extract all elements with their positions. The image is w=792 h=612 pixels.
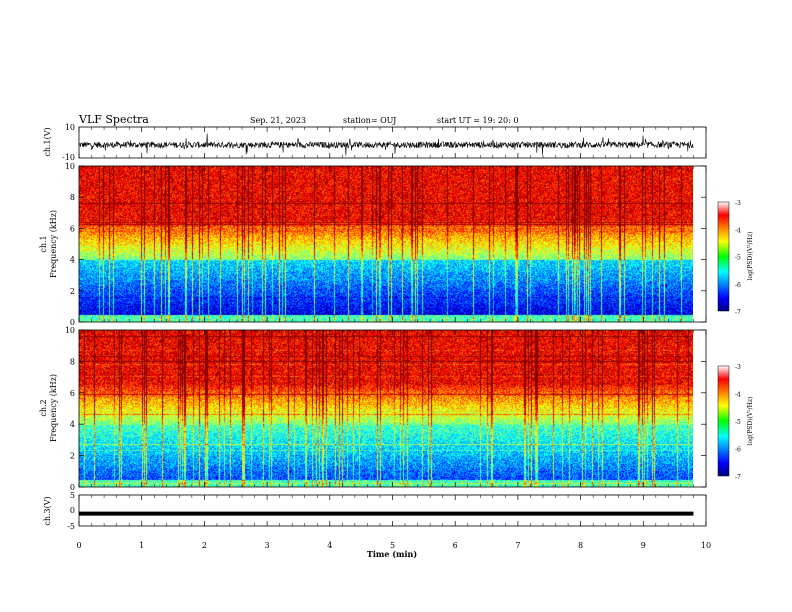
- ch1-spectrogram-ylabel: Frequency (kHz): [49, 210, 58, 278]
- x-tick-label: 7: [515, 541, 520, 550]
- y-tick-label: 2: [70, 287, 75, 296]
- y-tick-label: 0: [70, 483, 75, 492]
- colorbar-tick-label: -7: [735, 309, 741, 316]
- station-label: station= OUJ: [343, 116, 396, 125]
- ch1-ytick-bottom: -10: [62, 153, 75, 162]
- x-tick-label: 0: [76, 541, 81, 550]
- y-tick-label: 4: [70, 256, 75, 265]
- colorbar-tick-label: -4: [735, 227, 741, 234]
- colorbar-tick-label: -3: [735, 200, 741, 207]
- ch1-waveform-line: [78, 133, 694, 156]
- ch3-ytick-mid: 0: [70, 506, 75, 515]
- colorbar-tick-label: -3: [735, 364, 741, 371]
- ch1-spectrogram-channel-label: ch.1: [39, 235, 48, 252]
- y-tick-label: 2: [70, 452, 75, 461]
- y-tick-label: 10: [65, 162, 75, 171]
- y-tick-label: 6: [70, 389, 75, 398]
- date-label: Sep. 21, 2023: [250, 116, 306, 125]
- colorbar-tick-label: -6: [735, 282, 741, 289]
- ch1-spectrogram-yticks: 0 2 4 6 8 10: [65, 162, 706, 327]
- ch1-spectrogram-image: [79, 166, 693, 322]
- x-tick-label: 2: [202, 541, 207, 550]
- time-axis-label: Time (min): [367, 549, 417, 559]
- ch2-colorbar-ticks: -3 -4 -5 -6 -7: [735, 364, 741, 481]
- y-tick-label: 8: [70, 357, 75, 366]
- x-tick-label: 6: [453, 541, 458, 550]
- ch3-ytick-bottom: -5: [67, 522, 75, 531]
- ch2-colorbar: [717, 365, 730, 477]
- start-ut-label: start UT = 19: 20: 0: [437, 116, 518, 125]
- ch3-ytick-top: 5: [70, 491, 75, 500]
- y-tick-label: 4: [70, 420, 75, 429]
- ch2-spectrogram-image: [79, 330, 693, 487]
- ch1-waveform-panel: 10 -10 ch.1(V): [43, 123, 707, 162]
- time-axis-ticks: 0 1 2 3 4 5 6 7 8 9 10: [76, 127, 711, 550]
- ch1-colorbar-label: log(PSD)(V²/Hz): [747, 232, 754, 281]
- y-tick-label: 10: [65, 326, 75, 335]
- ch3-waveform-ylabel: ch.3(V): [43, 496, 52, 525]
- ch1-waveform-ylabel: ch.1(V): [43, 127, 52, 156]
- x-tick-label: 8: [578, 541, 583, 550]
- ch2-colorbar-label: log(PSD)(V²/Hz): [747, 397, 754, 446]
- x-tick-label: 5: [390, 541, 395, 550]
- x-tick-label: 9: [641, 541, 646, 550]
- ch1-colorbar: [717, 201, 730, 312]
- ch1-colorbar-ticks: -3 -4 -5 -6 -7: [735, 200, 741, 316]
- y-tick-label: 8: [70, 193, 75, 202]
- colorbar-tick-label: -6: [735, 447, 741, 454]
- colorbar-tick-label: -4: [735, 392, 741, 399]
- colorbar-tick-label: -7: [735, 474, 741, 481]
- y-tick-label: 6: [70, 224, 75, 233]
- colorbar-tick-label: -5: [735, 255, 741, 262]
- colorbar-tick-label: -5: [735, 419, 741, 426]
- x-tick-label: 4: [327, 541, 332, 550]
- figure-title: VLF Spectra: [78, 113, 149, 126]
- x-tick-label: 1: [139, 541, 144, 550]
- ch2-spectrogram-channel-label: ch.2: [39, 399, 48, 416]
- ch1-ytick-top: 10: [65, 123, 75, 132]
- ch2-spectrogram-yticks: 0 2 4 6 8 10: [65, 326, 706, 492]
- ch2-spectrogram-ylabel: Frequency (kHz): [49, 374, 58, 442]
- y-tick-label: 0: [70, 318, 75, 327]
- x-tick-label: 3: [265, 541, 270, 550]
- ch3-waveform-panel: 5 0 -5 ch.3(V): [43, 491, 707, 531]
- x-tick-label: 10: [701, 541, 711, 550]
